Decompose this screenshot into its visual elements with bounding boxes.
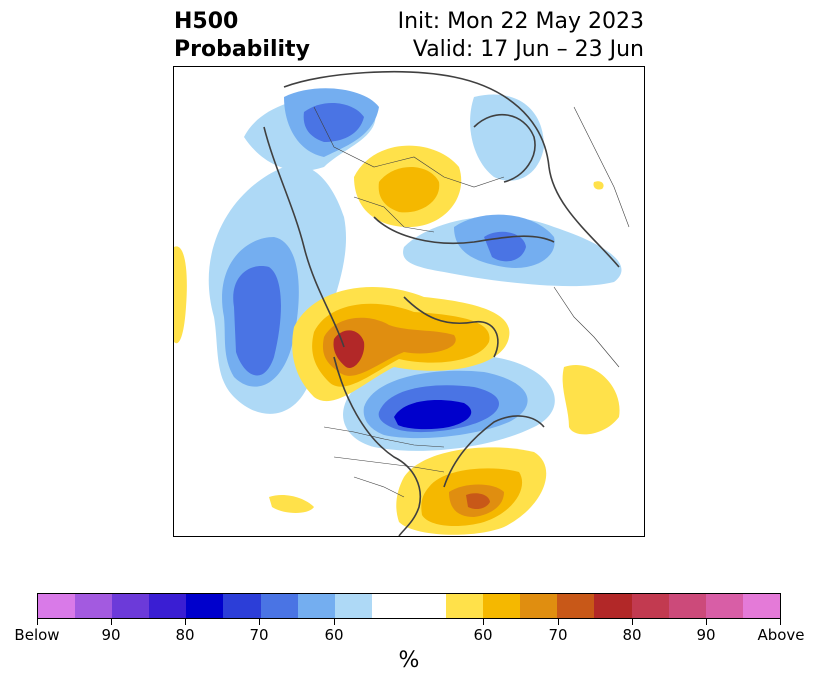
colorbar-segment [334,594,372,618]
colorbar-tick [706,619,707,625]
chart-title-right: Init: Mon 22 May 2023 Valid: 17 Jun – 23… [398,8,644,64]
colorbar-segment [742,594,780,618]
colorbar-segment [483,594,521,618]
colorbar-tick [632,619,633,625]
colorbar-tick-label: 70 [249,626,269,644]
colorbar-tick [780,619,781,625]
map-panel [173,66,645,537]
colorbar-tick-label: 80 [175,626,195,644]
colorbar-segment [371,594,447,618]
country-borders [313,106,630,498]
colorbar-segment [446,594,484,618]
colorbar-tick [558,619,559,625]
colorbar-unit: % [398,648,420,673]
colorbar-tick [259,619,260,625]
colorbar-segment [520,594,558,618]
colorbar-tick-label: 90 [101,626,121,644]
colorbar-segment [186,594,224,618]
title-type: Probability [174,37,310,62]
colorbar-tick [483,619,484,625]
coastlines [263,70,620,536]
init-date: Init: Mon 22 May 2023 [397,9,644,34]
colorbar-segment [223,594,261,618]
colorbar-segment [631,594,669,618]
colorbar-segment [149,594,187,618]
colorbar-segment [38,594,76,618]
colorbar-segment [594,594,632,618]
chart-title-left: H500 Probability [174,8,310,64]
colorbar-tick-label: 70 [548,626,568,644]
below-probability-shading [208,88,622,451]
colorbar-tick-label: Below [14,626,60,644]
colorbar-tick [111,619,112,625]
colorbar-tick [37,619,38,625]
colorbar-segment [75,594,113,618]
colorbar-tick-label: 60 [324,626,344,644]
above-probability-shading [174,145,620,535]
colorbar-segment [668,594,706,618]
colorbar-tick-label: Above [757,626,805,644]
valid-range: Valid: 17 Jun – 23 Jun [412,37,644,62]
colorbar-segment [260,594,298,618]
colorbar-tick-label: 60 [473,626,493,644]
colorbar-segment [297,594,335,618]
colorbar-tick-label: 90 [696,626,716,644]
colorbar-tick-label: 80 [622,626,642,644]
probability-map [174,70,630,536]
title-variable: H500 [174,9,239,34]
colorbar-tick [334,619,335,625]
colorbar-segment [112,594,150,618]
colorbar-tick [185,619,186,625]
colorbar-segment [705,594,743,618]
colorbar-segment [557,594,595,618]
colorbar [37,593,781,619]
